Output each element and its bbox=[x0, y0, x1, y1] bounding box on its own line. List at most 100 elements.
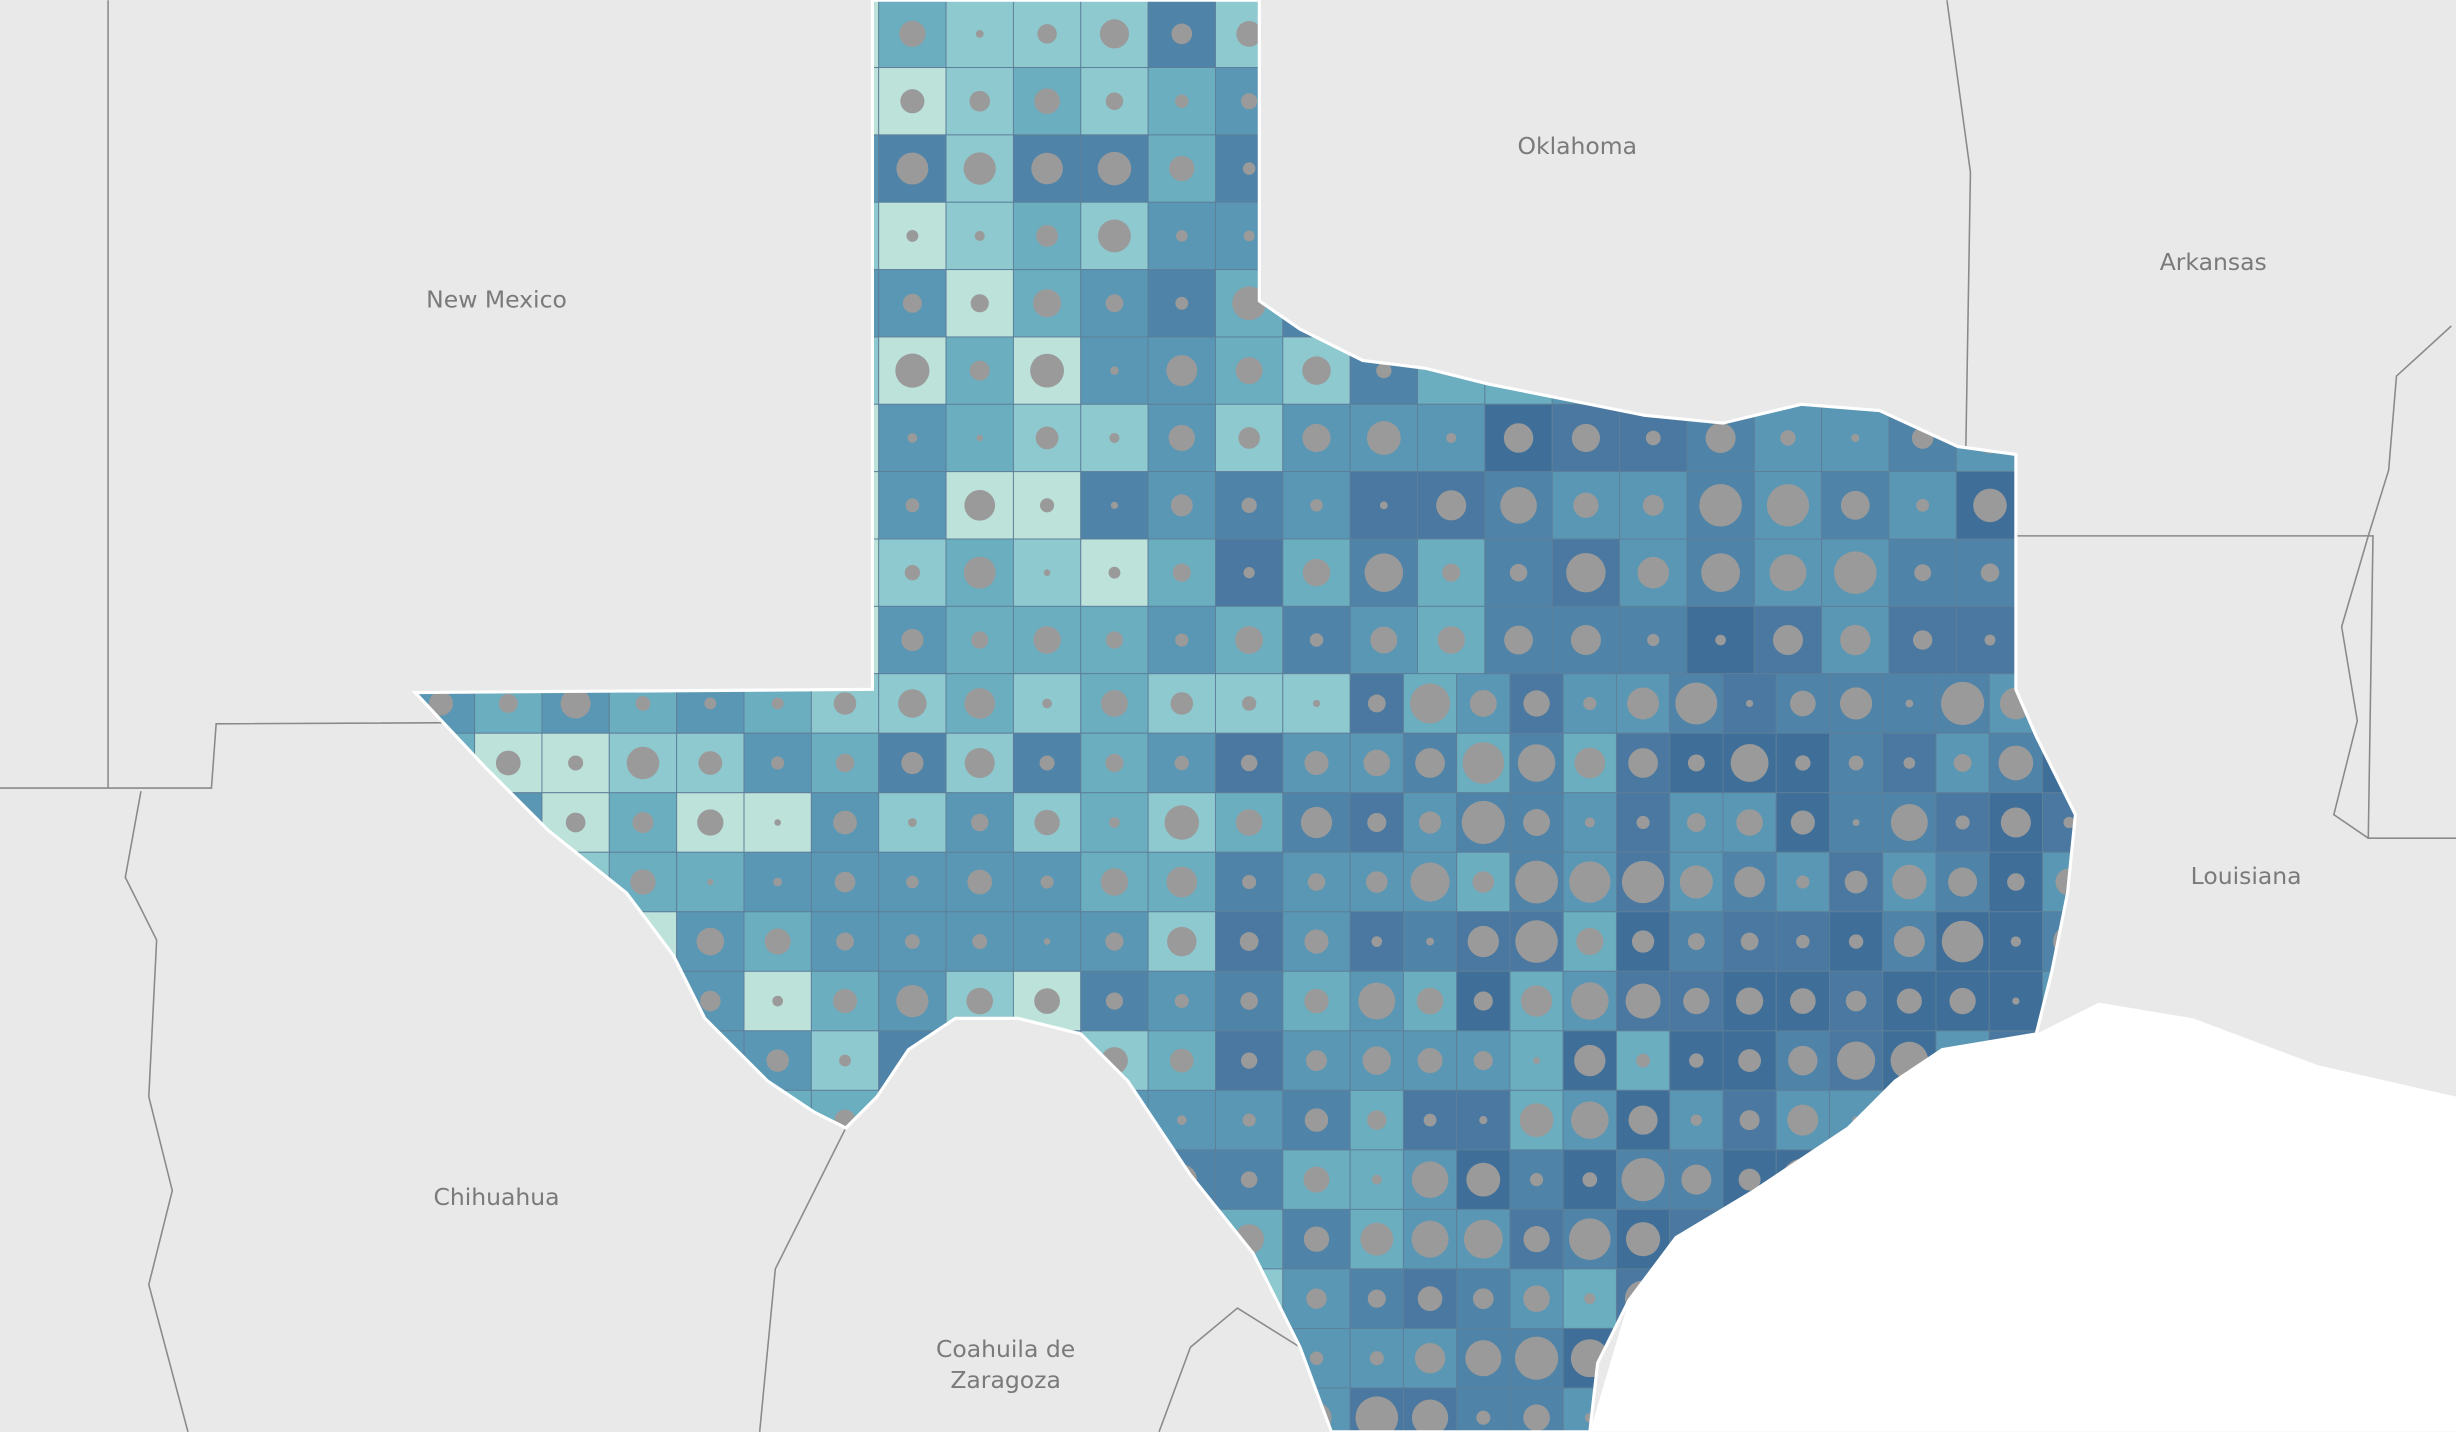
county-marker bbox=[1241, 497, 1257, 514]
county-marker bbox=[1628, 748, 1658, 778]
county-marker bbox=[1637, 556, 1670, 589]
county-marker bbox=[964, 489, 996, 521]
county-marker bbox=[1834, 551, 1877, 594]
county-marker bbox=[1570, 624, 1601, 656]
county-marker bbox=[1840, 490, 1870, 520]
county-marker bbox=[1896, 988, 1922, 1014]
state-label: Coahuila de bbox=[936, 1335, 1075, 1363]
county-marker bbox=[1302, 558, 1331, 587]
county-marker bbox=[1576, 927, 1604, 956]
county-marker bbox=[1788, 1045, 1818, 1076]
county-marker bbox=[1845, 990, 1867, 1012]
county-marker bbox=[901, 628, 924, 652]
county-marker bbox=[1417, 1286, 1443, 1312]
county-marker bbox=[896, 152, 929, 185]
county-marker bbox=[1701, 553, 1741, 593]
county-marker bbox=[1848, 755, 1864, 771]
county-marker bbox=[905, 498, 920, 513]
county-marker bbox=[1042, 698, 1052, 709]
county-marker bbox=[1303, 1226, 1330, 1252]
county-marker bbox=[1890, 804, 1928, 841]
county-marker bbox=[1948, 867, 1978, 897]
county-marker bbox=[1568, 1218, 1611, 1260]
county-marker bbox=[1582, 1172, 1598, 1187]
county-marker bbox=[2012, 997, 2020, 1005]
county-marker bbox=[1367, 694, 1386, 713]
county-marker bbox=[1517, 744, 1556, 782]
county-marker bbox=[1355, 1396, 1399, 1432]
county-marker bbox=[1371, 1174, 1382, 1185]
county-marker bbox=[1417, 1048, 1443, 1074]
county-marker bbox=[2000, 807, 2031, 838]
county-marker bbox=[1175, 230, 1188, 242]
county-marker bbox=[1903, 757, 1916, 769]
county-marker bbox=[1166, 866, 1198, 898]
county-marker bbox=[1168, 424, 1195, 452]
county-marker bbox=[1520, 985, 1553, 1017]
county-marker bbox=[833, 810, 857, 835]
county-marker bbox=[972, 934, 988, 950]
county-marker bbox=[1912, 630, 1933, 650]
county-marker bbox=[1442, 563, 1461, 582]
county-marker bbox=[1363, 749, 1391, 777]
county-marker bbox=[1105, 294, 1124, 313]
county bbox=[945, 269, 1014, 338]
county-marker bbox=[1628, 1105, 1658, 1135]
county-marker bbox=[1304, 929, 1329, 954]
state-label: Chihuahua bbox=[433, 1183, 559, 1211]
county-marker bbox=[1642, 494, 1664, 516]
county-marker bbox=[1840, 624, 1871, 656]
state-label: Zaragoza bbox=[950, 1366, 1061, 1394]
county-marker bbox=[1235, 357, 1263, 385]
county-marker bbox=[1476, 1410, 1491, 1425]
county-marker bbox=[1523, 1404, 1550, 1432]
county-marker bbox=[1232, 286, 1267, 321]
county-marker bbox=[1366, 421, 1401, 455]
county-marker bbox=[1241, 93, 1258, 110]
county-marker bbox=[964, 747, 995, 779]
county-marker bbox=[898, 689, 927, 718]
county-marker bbox=[1473, 991, 1493, 1011]
county-marker bbox=[1171, 23, 1193, 45]
county-marker bbox=[1949, 987, 1976, 1015]
county-marker bbox=[970, 813, 989, 832]
county-marker bbox=[1844, 870, 1868, 894]
county-marker bbox=[1574, 747, 1606, 779]
county-marker bbox=[1174, 994, 1189, 1009]
county-marker bbox=[1105, 932, 1124, 951]
county-marker bbox=[1515, 860, 1559, 904]
county-marker bbox=[2063, 816, 2075, 829]
county-marker bbox=[1699, 484, 1742, 527]
county bbox=[1012, 336, 1082, 405]
county-marker bbox=[626, 746, 660, 780]
county-marker bbox=[1973, 488, 2007, 523]
county-marker bbox=[1647, 633, 1660, 647]
county-marker bbox=[906, 875, 919, 889]
county-marker bbox=[832, 989, 858, 1014]
county-marker bbox=[1523, 690, 1550, 717]
county-marker bbox=[1466, 1162, 1501, 1197]
county-marker bbox=[1367, 1289, 1386, 1308]
county-marker bbox=[1446, 432, 1457, 443]
county-marker bbox=[771, 697, 784, 710]
county-marker bbox=[764, 928, 791, 955]
county-marker bbox=[1469, 689, 1497, 717]
county-marker bbox=[1031, 152, 1063, 185]
county-marker bbox=[1789, 988, 1816, 1014]
county-marker bbox=[1514, 1336, 1559, 1380]
county-marker bbox=[1625, 983, 1661, 1019]
county-marker bbox=[901, 751, 924, 775]
county-marker bbox=[1584, 1293, 1596, 1305]
county-marker bbox=[963, 152, 996, 185]
county-marker bbox=[1110, 366, 1119, 375]
county-marker bbox=[1034, 988, 1060, 1014]
border bbox=[1946, 0, 1972, 455]
county-marker bbox=[1034, 88, 1060, 115]
state-label: New Mexico bbox=[426, 285, 567, 313]
county-marker bbox=[1465, 1340, 1502, 1377]
county-marker bbox=[1238, 427, 1260, 449]
county-marker bbox=[560, 688, 591, 719]
county-marker bbox=[1241, 696, 1257, 711]
county-marker bbox=[1303, 1166, 1330, 1193]
